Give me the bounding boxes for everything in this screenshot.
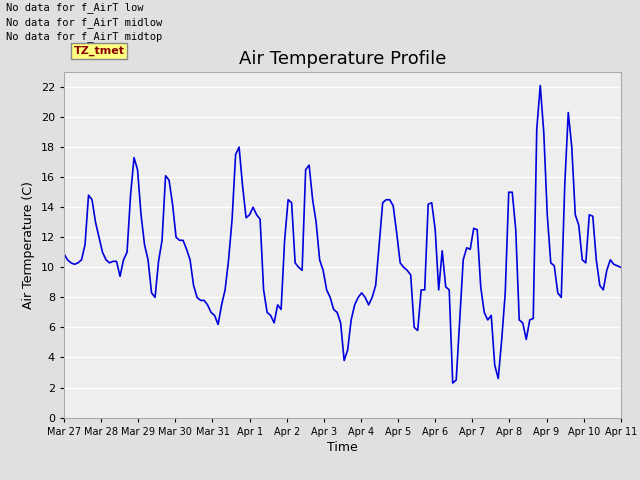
Text: TZ_tmet: TZ_tmet: [74, 46, 125, 56]
Text: No data for f_AirT low: No data for f_AirT low: [6, 2, 144, 13]
Text: No data for f_AirT midlow: No data for f_AirT midlow: [6, 17, 163, 28]
Title: Air Temperature Profile: Air Temperature Profile: [239, 49, 446, 68]
X-axis label: Time: Time: [327, 441, 358, 454]
Y-axis label: Air Termperature (C): Air Termperature (C): [22, 181, 35, 309]
Text: No data for f_AirT midtop: No data for f_AirT midtop: [6, 31, 163, 42]
